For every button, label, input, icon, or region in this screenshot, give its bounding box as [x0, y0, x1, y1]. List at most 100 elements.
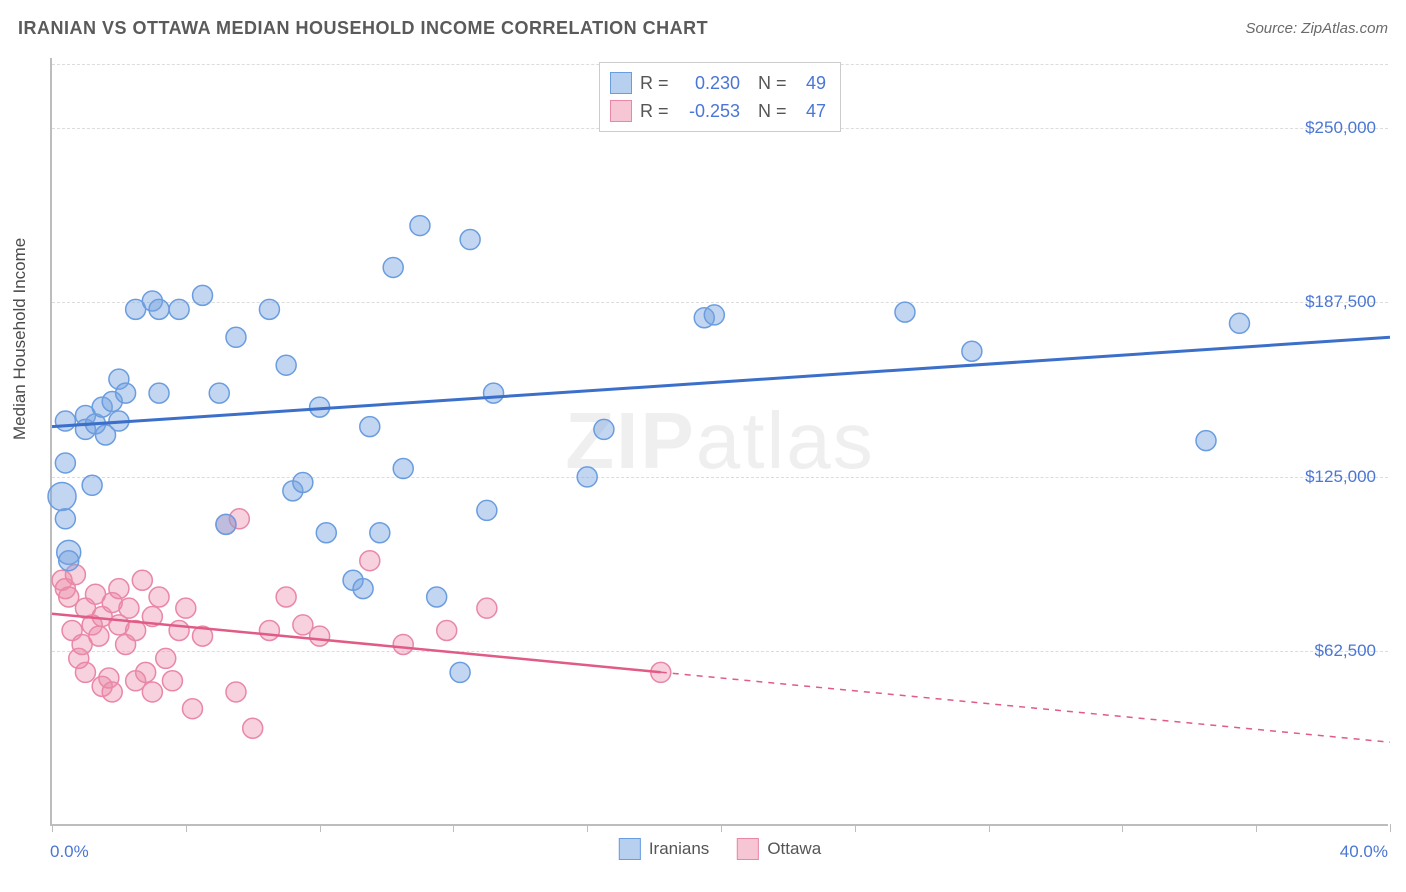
series-legend-item: Ottawa: [737, 838, 821, 860]
ottawa-point: [162, 671, 182, 691]
iranians-trendline: [52, 337, 1390, 426]
x-tick: [721, 824, 722, 832]
iranians-point: [55, 509, 75, 529]
chart-header: IRANIAN VS OTTAWA MEDIAN HOUSEHOLD INCOM…: [18, 18, 1388, 46]
iranians-point: [209, 383, 229, 403]
iranians-point: [450, 662, 470, 682]
legend-n-label: N =: [758, 97, 788, 125]
iranians-point: [59, 551, 79, 571]
iranians-point: [393, 459, 413, 479]
ottawa-point: [149, 587, 169, 607]
plot-area: ZIPatlas $62,500$125,000$187,500$250,000…: [50, 58, 1388, 826]
iranians-point: [55, 453, 75, 473]
iranians-point: [477, 500, 497, 520]
x-axis-min-label: 0.0%: [50, 842, 89, 862]
iranians-point: [116, 383, 136, 403]
iranians-point: [1196, 431, 1216, 451]
ottawa-point: [360, 551, 380, 571]
iranians-point: [370, 523, 390, 543]
iranians-point: [594, 419, 614, 439]
ottawa-point: [169, 621, 189, 641]
iranians-point: [460, 230, 480, 250]
ottawa-point: [276, 587, 296, 607]
ottawa-point: [102, 682, 122, 702]
ottawa-point: [259, 621, 279, 641]
x-tick: [320, 824, 321, 832]
iranians-point: [410, 216, 430, 236]
x-tick: [453, 824, 454, 832]
ottawa-point: [176, 598, 196, 618]
ottawa-point: [182, 699, 202, 719]
iranians-point: [383, 257, 403, 277]
iranians-point: [895, 302, 915, 322]
iranians-point: [226, 327, 246, 347]
chart-container: IRANIAN VS OTTAWA MEDIAN HOUSEHOLD INCOM…: [0, 0, 1406, 892]
iranians-point: [216, 514, 236, 534]
iranians-point: [577, 467, 597, 487]
y-axis-title: Median Household Income: [10, 238, 30, 440]
ottawa-point: [437, 621, 457, 641]
iranians-point: [276, 355, 296, 375]
iranians-point: [962, 341, 982, 361]
iranians-point: [1229, 313, 1249, 333]
ottawa-point: [119, 598, 139, 618]
ottawa-point: [136, 662, 156, 682]
iranians-point: [82, 475, 102, 495]
x-tick: [186, 824, 187, 832]
iranians-point: [193, 285, 213, 305]
legend-swatch: [610, 100, 632, 122]
ottawa-point: [226, 682, 246, 702]
ottawa-point: [109, 579, 129, 599]
legend-r-value: -0.253: [678, 97, 740, 125]
ottawa-point: [89, 626, 109, 646]
ottawa-point: [393, 634, 413, 654]
iranians-point: [149, 383, 169, 403]
legend-r-label: R =: [640, 97, 670, 125]
x-tick: [1256, 824, 1257, 832]
iranians-point: [427, 587, 447, 607]
chart-title: IRANIAN VS OTTAWA MEDIAN HOUSEHOLD INCOM…: [18, 18, 708, 38]
ottawa-point: [243, 718, 263, 738]
legend-r-label: R =: [640, 69, 670, 97]
iranians-point: [169, 299, 189, 319]
series-legend-item: Iranians: [619, 838, 709, 860]
iranians-point: [149, 299, 169, 319]
ottawa-point: [142, 682, 162, 702]
legend-swatch: [610, 72, 632, 94]
x-tick: [989, 824, 990, 832]
iranians-point: [484, 383, 504, 403]
ottawa-point: [156, 648, 176, 668]
x-tick: [855, 824, 856, 832]
chart-svg: [52, 58, 1388, 824]
correlation-legend-row: R = 0.230 N = 49: [610, 69, 826, 97]
ottawa-trendline-dashed: [661, 672, 1390, 742]
x-axis-max-label: 40.0%: [1340, 842, 1388, 862]
legend-r-value: 0.230: [678, 69, 740, 97]
iranians-point: [360, 417, 380, 437]
ottawa-point: [75, 662, 95, 682]
series-legend-label: Iranians: [649, 839, 709, 859]
x-tick: [1390, 824, 1391, 832]
x-tick: [1122, 824, 1123, 832]
legend-n-label: N =: [758, 69, 788, 97]
correlation-legend: R = 0.230 N = 49 R = -0.253 N = 47: [599, 62, 841, 132]
legend-n-value: 47: [796, 97, 826, 125]
ottawa-point: [132, 570, 152, 590]
legend-swatch: [619, 838, 641, 860]
chart-source: Source: ZipAtlas.com: [1245, 20, 1388, 37]
iranians-point: [704, 305, 724, 325]
correlation-legend-row: R = -0.253 N = 47: [610, 97, 826, 125]
iranians-point: [259, 299, 279, 319]
ottawa-point: [310, 626, 330, 646]
iranians-point: [316, 523, 336, 543]
x-tick: [52, 824, 53, 832]
iranians-point: [55, 411, 75, 431]
iranians-point: [353, 579, 373, 599]
series-legend-label: Ottawa: [767, 839, 821, 859]
iranians-point: [48, 482, 76, 510]
legend-n-value: 49: [796, 69, 826, 97]
legend-swatch: [737, 838, 759, 860]
series-legend: Iranians Ottawa: [619, 838, 821, 860]
ottawa-point: [477, 598, 497, 618]
iranians-point: [293, 472, 313, 492]
